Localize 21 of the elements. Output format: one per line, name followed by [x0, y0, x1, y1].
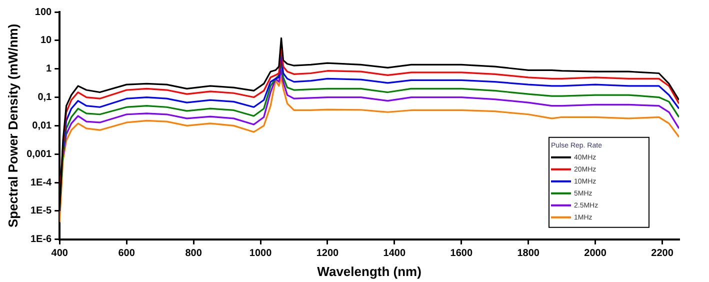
x-tick-label: 1400 [383, 248, 406, 260]
y-tick-label: 1 [46, 64, 52, 75]
x-tick-label: 1200 [316, 248, 340, 260]
y-tick-label: 1E-4 [30, 177, 52, 188]
y-tick-label: 1E-5 [30, 206, 52, 217]
y-tick-label: 0,1 [38, 92, 52, 104]
y-tick-label: 10 [40, 35, 52, 46]
x-tick-label: 1600 [450, 248, 473, 260]
x-tick-label: 2000 [584, 248, 607, 260]
y-tick-label: 0,01 [32, 120, 52, 132]
x-axis-title: Wavelength (nm) [317, 264, 422, 279]
x-tick-label: 800 [185, 248, 202, 260]
x-tick-label: 1800 [517, 248, 540, 260]
x-tick-label: 1000 [249, 248, 272, 260]
x-tick-label: 400 [51, 248, 68, 260]
y-axis-title: Spectral Power Density (mW/nm) [5, 24, 20, 228]
y-tick-label: 100 [34, 6, 52, 18]
x-tick-label: 2200 [651, 248, 674, 260]
y-tick-label: 1E-6 [30, 234, 52, 246]
y-tick-label: 0,001 [26, 148, 52, 160]
x-tick-label: 600 [118, 248, 136, 260]
